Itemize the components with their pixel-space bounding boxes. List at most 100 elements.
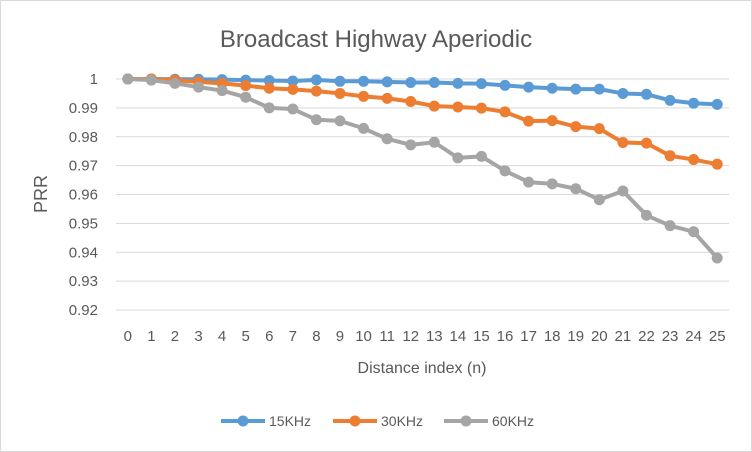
x-tick-label: 16 <box>497 328 514 345</box>
y-tick-label: 0.97 <box>69 158 98 175</box>
data-point <box>570 183 582 195</box>
x-tick-label: 22 <box>638 328 655 345</box>
y-tick-label: 0.99 <box>69 100 98 117</box>
data-point <box>310 85 322 97</box>
data-point <box>216 85 228 97</box>
data-point <box>570 83 582 95</box>
x-tick-label: 23 <box>662 328 679 345</box>
data-point <box>664 150 676 162</box>
x-tick-label: 5 <box>242 328 250 345</box>
data-point <box>617 87 629 99</box>
data-point <box>381 133 393 145</box>
data-point <box>523 81 535 93</box>
data-point <box>405 139 417 151</box>
data-point <box>358 90 370 102</box>
data-point <box>499 106 511 118</box>
x-tick-label: 1 <box>147 328 155 345</box>
data-point <box>452 77 464 89</box>
data-point <box>169 77 181 89</box>
legend-marker <box>460 415 472 427</box>
y-tick-label: 0.93 <box>69 273 98 290</box>
gridlines <box>116 78 729 311</box>
x-tick-label: 12 <box>402 328 419 345</box>
data-point <box>523 176 535 188</box>
x-tick-label: 10 <box>355 328 372 345</box>
data-point <box>688 154 700 166</box>
x-tick-label: 18 <box>544 328 561 345</box>
data-point <box>499 165 511 177</box>
data-point <box>475 102 487 114</box>
legend-label: 30KHz <box>381 413 423 429</box>
y-axis-ticks: 0.92 0.93 0.94 0.95 0.96 0.97 0.98 0.99 1 <box>69 71 98 319</box>
x-tick-label: 17 <box>520 328 537 345</box>
data-point <box>688 97 700 109</box>
data-point <box>570 121 582 133</box>
data-point <box>193 81 205 93</box>
data-point <box>405 76 417 88</box>
data-point <box>523 115 535 127</box>
x-tick-label: 13 <box>426 328 443 345</box>
data-point <box>452 152 464 164</box>
data-point <box>334 75 346 87</box>
data-point <box>640 209 652 221</box>
x-tick-label: 9 <box>336 328 344 345</box>
data-point <box>428 100 440 112</box>
legend-marker <box>349 415 361 427</box>
data-point <box>145 74 157 86</box>
data-point <box>640 137 652 149</box>
legend-item: 15KHz <box>221 413 311 429</box>
data-point <box>310 114 322 126</box>
data-point <box>381 76 393 88</box>
x-tick-label: 21 <box>615 328 632 345</box>
legend-label: 15KHz <box>269 413 311 429</box>
data-point <box>310 74 322 86</box>
data-point <box>405 96 417 108</box>
data-point <box>381 92 393 104</box>
y-tick-label: 1 <box>90 71 98 88</box>
data-point <box>122 73 134 85</box>
series-group <box>122 73 723 264</box>
x-tick-label: 2 <box>171 328 179 345</box>
x-tick-label: 11 <box>379 328 395 345</box>
data-point <box>546 178 558 190</box>
data-point <box>287 83 299 95</box>
data-point <box>428 136 440 148</box>
data-point <box>287 103 299 115</box>
data-point <box>664 94 676 106</box>
legend-item: 60KHz <box>444 413 534 429</box>
data-point <box>263 102 275 114</box>
y-tick-label: 0.92 <box>69 302 98 319</box>
data-point <box>546 115 558 127</box>
data-point <box>640 88 652 100</box>
x-tick-label: 0 <box>124 328 132 345</box>
data-point <box>711 252 723 264</box>
data-point <box>263 82 275 94</box>
data-point <box>546 82 558 94</box>
x-tick-label: 8 <box>312 328 320 345</box>
legend-item: 30KHz <box>333 413 423 429</box>
data-point <box>287 75 299 87</box>
data-point <box>711 98 723 110</box>
data-point <box>240 80 252 92</box>
data-point <box>499 79 511 91</box>
x-tick-label: 20 <box>591 328 608 345</box>
y-axis-label: PRR <box>31 175 51 213</box>
data-point <box>617 185 629 197</box>
data-point <box>688 226 700 238</box>
data-point <box>263 74 275 86</box>
x-tick-label: 7 <box>289 328 297 345</box>
data-point <box>452 101 464 113</box>
y-tick-label: 0.94 <box>69 244 98 261</box>
data-point <box>358 122 370 134</box>
data-point <box>593 83 605 95</box>
legend-marker <box>237 415 249 427</box>
y-tick-label: 0.95 <box>69 215 98 232</box>
x-tick-label: 25 <box>709 328 726 345</box>
chart-title: Broadcast Highway Aperiodic <box>220 26 532 53</box>
x-tick-label: 4 <box>218 328 226 345</box>
data-point <box>475 78 487 90</box>
series-60KHz <box>122 73 723 264</box>
x-tick-label: 15 <box>473 328 490 345</box>
